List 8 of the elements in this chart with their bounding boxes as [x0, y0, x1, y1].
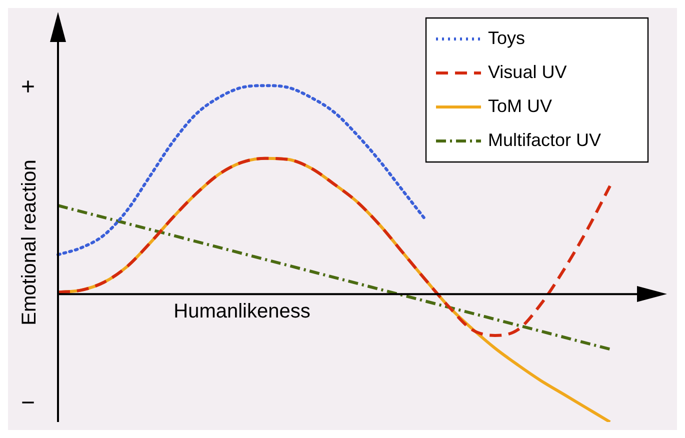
legend-label: Toys — [488, 28, 526, 48]
y-axis-title: Emotional reaction — [18, 160, 41, 326]
x-axis-title: Humanlikeness — [174, 300, 310, 323]
legend-label: Multifactor UV — [488, 130, 602, 150]
text: − — [20, 390, 36, 417]
text: + — [20, 74, 36, 101]
legend-label: ToM UV — [488, 96, 552, 116]
legend-label: Visual UV — [488, 62, 567, 82]
